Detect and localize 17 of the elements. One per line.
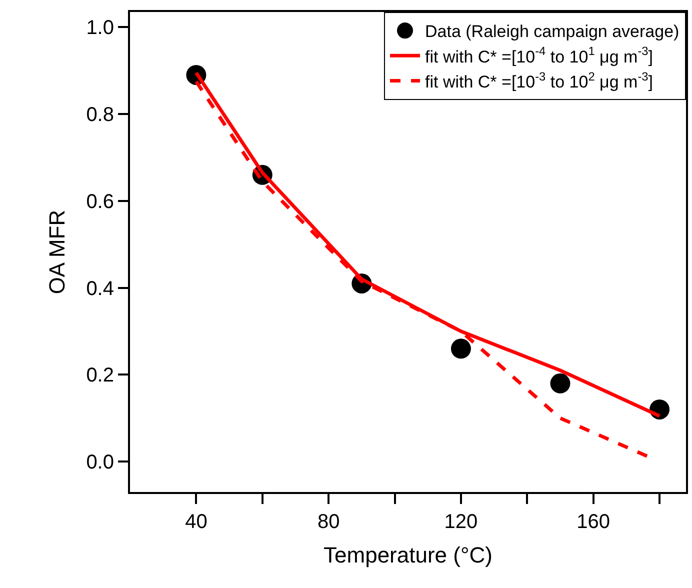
x-tick-label: 120: [444, 511, 478, 533]
y-tick-label: 0.4: [86, 278, 114, 300]
x-tick-label: 160: [576, 511, 610, 533]
x-tick-label: 40: [185, 511, 208, 533]
y-axis-title: OA MFR: [44, 210, 70, 294]
y-tick-label: 1.0: [86, 17, 114, 40]
y-tick-label: 0.0: [86, 452, 114, 474]
x-tick-label: 80: [317, 511, 340, 533]
point: [550, 373, 570, 394]
point: [450, 338, 471, 359]
y-tick-label: 0.8: [86, 104, 114, 126]
y-tick-label: 0.2: [86, 364, 114, 387]
legend-label: Data (Raleigh campaign average): [425, 22, 680, 42]
y-tick-label: 0.6: [86, 190, 114, 213]
legend-label: fit with C* =[10$^{-4}$ to 10$^{1}$ μg m$^{-3}$]: [425, 44, 653, 66]
x-axis-title: Temperature (°C): [324, 542, 492, 568]
legend-label: fit with C* =[10$^{-3}$ to 10$^{2}$ μg m$^{-3}$]: [425, 69, 653, 92]
